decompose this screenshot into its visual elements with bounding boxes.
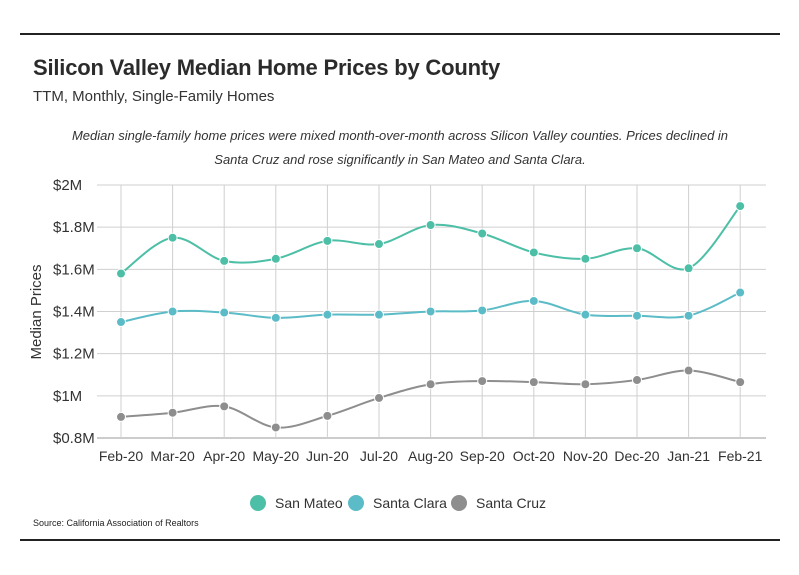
y-tick-label: $0.8M (53, 430, 95, 447)
x-tick-label: May-20 (252, 448, 299, 464)
data-point-santa-clara (735, 287, 746, 298)
x-tick-label: Jul-20 (360, 448, 398, 464)
data-point-santa-cruz (116, 411, 126, 422)
data-point-santa-cruz (219, 401, 230, 412)
data-point-san-mateo (477, 228, 488, 239)
legend-label-san-mateo: San Mateo (275, 495, 343, 511)
data-point-santa-clara (270, 312, 281, 323)
x-tick-label: Apr-20 (203, 448, 245, 464)
data-point-santa-clara (219, 307, 230, 318)
data-point-santa-clara (477, 305, 488, 316)
data-point-santa-clara (425, 306, 436, 317)
data-point-san-mateo (683, 263, 694, 274)
data-point-santa-clara (167, 306, 178, 317)
data-point-san-mateo (322, 235, 333, 246)
data-point-santa-clara (528, 295, 539, 306)
series-group (116, 201, 746, 433)
data-point-santa-clara (374, 309, 384, 320)
data-point-santa-cruz (322, 410, 333, 421)
chart-note: Median single-family home prices were mi… (71, 128, 729, 167)
y-tick-label: $1M (53, 388, 82, 405)
data-point-santa-cruz (580, 379, 591, 390)
legend-swatch-santa-cruz (451, 495, 467, 511)
bottom-rule (20, 539, 780, 541)
y-tick-label: $1.6M (53, 261, 95, 278)
x-axis-ticks: Feb-20 Mar-20 Apr-20 May-20 Jun-20 Jul-20 Aug-… (99, 448, 763, 464)
data-point-santa-cruz (374, 392, 384, 403)
y-tick-label: $1.4M (53, 304, 95, 321)
x-tick-label: Jan-21 (667, 448, 710, 464)
source-note: Source: California Association of Realto… (33, 518, 199, 528)
y-axis-ticks: $0.8M $1M $1.2M $1.4M $1.6M $1.8M $2M (53, 177, 95, 447)
data-point-santa-clara (322, 309, 333, 320)
legend-swatch-santa-clara (348, 495, 364, 511)
data-point-santa-cruz (167, 407, 178, 418)
x-tick-label: Aug-20 (408, 448, 453, 464)
data-point-san-mateo (167, 232, 178, 243)
data-point-san-mateo (374, 239, 384, 250)
data-point-santa-clara (683, 310, 694, 321)
data-point-san-mateo (528, 247, 539, 258)
x-tick-label: Nov-20 (563, 448, 608, 464)
y-axis-label: Median Prices (28, 264, 45, 359)
data-point-santa-cruz (270, 422, 281, 433)
data-point-san-mateo (632, 243, 642, 254)
data-point-santa-cruz (425, 379, 436, 390)
chart-title: Silicon Valley Median Home Prices by Cou… (33, 55, 500, 80)
x-tick-label: Jun-20 (306, 448, 349, 464)
y-tick-label: $1.8M (53, 219, 95, 236)
data-point-san-mateo (425, 220, 436, 231)
data-point-santa-clara (116, 317, 126, 328)
y-tick-label: $1.2M (53, 346, 95, 363)
data-point-san-mateo (270, 253, 281, 264)
legend: San Mateo Santa Clara Santa Cruz (250, 495, 546, 511)
data-point-santa-cruz (477, 376, 488, 387)
x-tick-label: Sep-20 (460, 448, 505, 464)
data-point-santa-cruz (683, 365, 694, 376)
data-point-san-mateo (580, 253, 591, 264)
legend-swatch-san-mateo (250, 495, 266, 511)
x-tick-label: Feb-21 (718, 448, 763, 464)
x-tick-label: Dec-20 (614, 448, 659, 464)
x-tick-label: Oct-20 (513, 448, 555, 464)
data-point-santa-cruz (632, 375, 642, 386)
chart-subtitle: TTM, Monthly, Single-Family Homes (33, 88, 275, 105)
data-point-santa-clara (580, 309, 591, 320)
top-rule (20, 33, 780, 35)
legend-label-santa-clara: Santa Clara (373, 495, 447, 511)
data-point-san-mateo (735, 201, 746, 212)
legend-label-santa-cruz: Santa Cruz (476, 495, 546, 511)
x-tick-label: Feb-20 (99, 448, 144, 464)
data-point-santa-clara (632, 310, 642, 321)
data-point-santa-cruz (528, 377, 539, 388)
data-point-san-mateo (219, 255, 230, 266)
y-tick-label: $2M (53, 177, 82, 194)
x-tick-label: Mar-20 (150, 448, 195, 464)
data-point-santa-cruz (735, 377, 746, 388)
data-point-san-mateo (116, 268, 126, 279)
